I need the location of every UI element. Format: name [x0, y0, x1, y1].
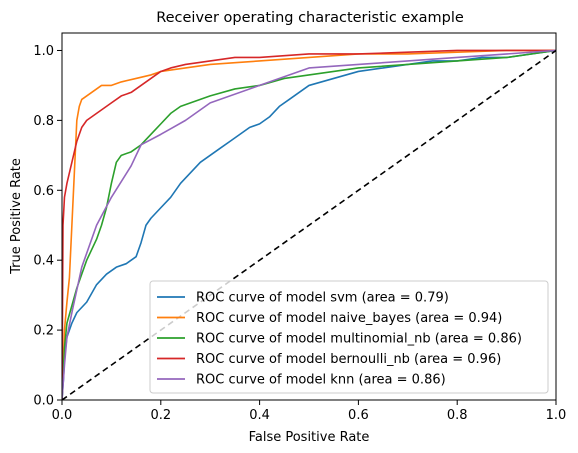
- y-tick-label: 0.2: [33, 324, 54, 339]
- y-tick-label: 0.8: [33, 114, 54, 129]
- legend-label-4: ROC curve of model knn (area = 0.86): [196, 373, 446, 388]
- y-tick-label: 0.4: [33, 254, 54, 269]
- legend-label-1: ROC curve of model naive_bayes (area = 0…: [196, 311, 502, 326]
- y-tick-label: 0.0: [33, 394, 54, 409]
- legend-label-0: ROC curve of model svm (area = 0.79): [196, 291, 449, 306]
- y-axis-ticks: 0.0 0.2 0.4 0.6 0.8 1.0: [33, 44, 62, 409]
- x-tick-label: 0.0: [52, 408, 73, 423]
- x-tick-label: 0.8: [447, 408, 468, 423]
- legend-label-3: ROC curve of model bernoulli_nb (area = …: [196, 352, 501, 367]
- x-tick-label: 1.0: [546, 408, 567, 423]
- x-tick-label: 0.2: [150, 408, 171, 423]
- y-tick-label: 0.6: [33, 184, 54, 199]
- x-tick-label: 0.4: [249, 408, 270, 423]
- y-tick-label: 1.0: [33, 44, 54, 59]
- x-tick-label: 0.6: [348, 408, 369, 423]
- x-axis-ticks: 0.0 0.2 0.4 0.6 0.8 1.0: [52, 400, 567, 423]
- x-axis-label: False Positive Rate: [249, 430, 370, 445]
- y-axis-label: True Positive Rate: [9, 158, 24, 275]
- chart-title: Receiver operating characteristic exampl…: [156, 10, 464, 26]
- legend: ROC curve of model svm (area = 0.79) ROC …: [150, 281, 548, 393]
- legend-label-2: ROC curve of model multinomial_nb (area …: [196, 332, 522, 347]
